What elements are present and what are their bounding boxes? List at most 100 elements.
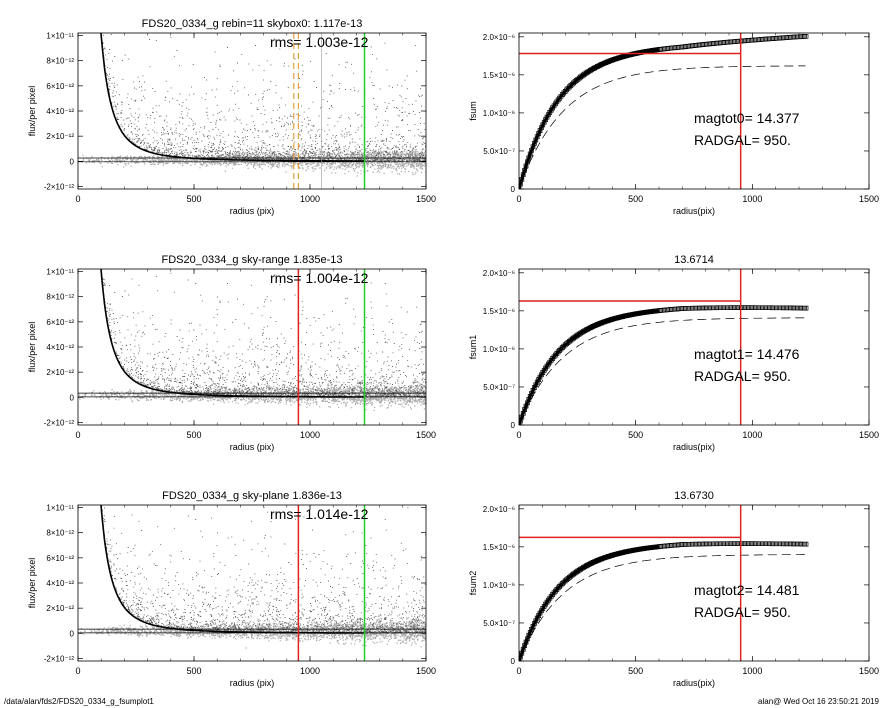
y-tick-label: 2×10⁻¹² (46, 604, 74, 613)
scatter-points-group (78, 33, 426, 189)
y-tick-label: 0 (511, 421, 516, 430)
y-axis-label: fsum (468, 101, 478, 121)
scatter-title: FDS20_0334_g sky-plane 1.836e-13 (162, 490, 342, 502)
y-tick-label: 5.0×10⁻⁷ (483, 147, 515, 156)
x-tick-label: 500 (628, 194, 643, 204)
y-tick-label: 1×10⁻¹¹ (46, 32, 74, 41)
x-axis-label: radius(pix) (673, 206, 715, 216)
fsum-dashed-curve (519, 554, 806, 661)
fsum-group (519, 269, 809, 425)
fsum-group (519, 33, 809, 189)
x-tick-label: 1000 (300, 430, 320, 440)
x-tick-label: 0 (516, 666, 521, 676)
x-tick-label: 1000 (742, 194, 762, 204)
y-tick-label: 1.0×10⁻⁶ (483, 581, 515, 590)
x-axis-label: radius (pix) (230, 678, 275, 688)
radgal-annotation: RADGAL= 950. (694, 604, 791, 620)
y-tick-label: 6×10⁻¹² (46, 318, 74, 327)
rms-annotation: rms= 1.004e-12 (270, 270, 369, 286)
fsum-dashed-curve (519, 317, 806, 425)
data-points (101, 269, 426, 398)
y-tick-label: 0 (511, 657, 516, 666)
y-tick-label: 1.5×10⁻⁶ (483, 307, 515, 316)
fsum-panel-1: 0 500 1000 1500 0 5.0×10⁻⁷ 1.0×10⁻⁶ 1.5×10⁻⁶ 2.0… (468, 254, 879, 452)
plot-frame (518, 32, 870, 190)
plot-frame (518, 268, 870, 426)
magtot-annotation: magtot1= 14.476 (694, 346, 800, 362)
y-tick-label: 8×10⁻¹² (46, 293, 74, 302)
x-axis-label: radius (pix) (230, 206, 275, 216)
radgal-annotation: RADGAL= 950. (694, 132, 791, 148)
plot-frame (518, 504, 870, 662)
x-tick-label: 1500 (859, 430, 879, 440)
y-tick-label: 2.0×10⁻⁶ (483, 505, 515, 514)
fsum-title: 13.6730 (674, 490, 714, 502)
magtot-annotation: magtot0= 14.377 (694, 110, 800, 126)
x-tick-label: 1500 (416, 430, 436, 440)
fsum-dashed-curve (519, 65, 806, 189)
x-axis-label: radius(pix) (673, 442, 715, 452)
y-axis-label: flux/per pixel (27, 558, 37, 609)
sky-points (78, 374, 426, 412)
footer-file-path: /data/alan/fds2/FDS20_0334_g_fsumplot1 (4, 697, 154, 706)
radgal-annotation: RADGAL= 950. (694, 368, 791, 384)
x-tick-label: 500 (186, 430, 201, 440)
y-tick-label: 2×10⁻¹² (46, 368, 74, 377)
x-axis-label: radius (pix) (230, 442, 275, 452)
fsum-group (519, 505, 809, 661)
fsum-panel-2: 0 500 1000 1500 0 5.0×10⁻⁷ 1.0×10⁻⁶ 1.5×10⁻⁶ 2.0… (468, 490, 879, 688)
y-tick-label: 2×10⁻¹² (46, 132, 74, 141)
y-tick-label: 4×10⁻¹² (46, 107, 74, 116)
y-tick-label: 2.0×10⁻⁶ (483, 33, 515, 42)
x-tick-label: 0 (75, 430, 80, 440)
y-tick-label: 1.5×10⁻⁶ (483, 71, 515, 80)
y-tick-label: 1×10⁻¹¹ (46, 504, 74, 513)
y-tick-label: 1.0×10⁻⁶ (483, 345, 515, 354)
x-tick-label: 1000 (300, 666, 320, 676)
fsum-curve (519, 48, 660, 189)
y-tick-label: 0 (70, 393, 75, 402)
x-tick-label: 1000 (300, 194, 320, 204)
x-tick-label: 1500 (416, 194, 436, 204)
x-tick-label: 0 (75, 194, 80, 204)
scatter-panel-0: 0 500 1000 1500-2×10⁻¹²02×10⁻¹²4×10⁻¹²6×10⁻… (27, 18, 436, 216)
y-tick-label: 1.0×10⁻⁶ (483, 109, 515, 118)
fsum-symbols (519, 541, 809, 661)
fsum-curve (519, 309, 660, 425)
x-tick-label: 1500 (416, 666, 436, 676)
data-points (101, 505, 426, 634)
y-tick-label: 0 (70, 629, 75, 638)
magtot-annotation: magtot2= 14.481 (694, 582, 800, 598)
y-axis-label: flux/per pixel (27, 322, 37, 373)
scatter-panel-1: 0 500 1000 1500-2×10⁻¹²02×10⁻¹²4×10⁻¹²6×10⁻… (27, 254, 436, 452)
y-axis-label: flux/per pixel (27, 86, 37, 137)
x-tick-label: 500 (628, 430, 643, 440)
x-tick-label: 1500 (859, 194, 879, 204)
y-tick-label: 1×10⁻¹¹ (46, 268, 74, 277)
scatter-points-group (78, 269, 426, 425)
y-tick-label: -2×10⁻¹² (44, 654, 75, 663)
y-tick-label: 8×10⁻¹² (46, 529, 74, 538)
profile-curve (100, 269, 365, 398)
x-tick-label: 1000 (742, 666, 762, 676)
y-tick-label: 5.0×10⁻⁷ (483, 383, 515, 392)
scatter-points-group (78, 505, 426, 661)
x-tick-label: 500 (186, 666, 201, 676)
rms-annotation: rms= 1.003e-12 (270, 34, 369, 50)
x-tick-label: 500 (186, 194, 201, 204)
fsum-title: 13.6714 (674, 254, 714, 266)
fsum-curve (519, 545, 660, 661)
fsum-symbols (519, 305, 809, 425)
x-tick-label: 0 (516, 194, 521, 204)
y-tick-label: 5.0×10⁻⁷ (483, 619, 515, 628)
y-axis-label: fsum2 (468, 571, 478, 596)
footer-timestamp: alan@ Wed Oct 16 23:50:21 2019 (758, 697, 879, 706)
y-tick-label: 2.0×10⁻⁶ (483, 269, 515, 278)
profile-curve (100, 33, 365, 162)
profile-curve (100, 505, 365, 634)
x-tick-label: 500 (628, 666, 643, 676)
x-tick-label: 0 (75, 666, 80, 676)
y-tick-label: 4×10⁻¹² (46, 343, 74, 352)
x-tick-label: 1500 (859, 666, 879, 676)
